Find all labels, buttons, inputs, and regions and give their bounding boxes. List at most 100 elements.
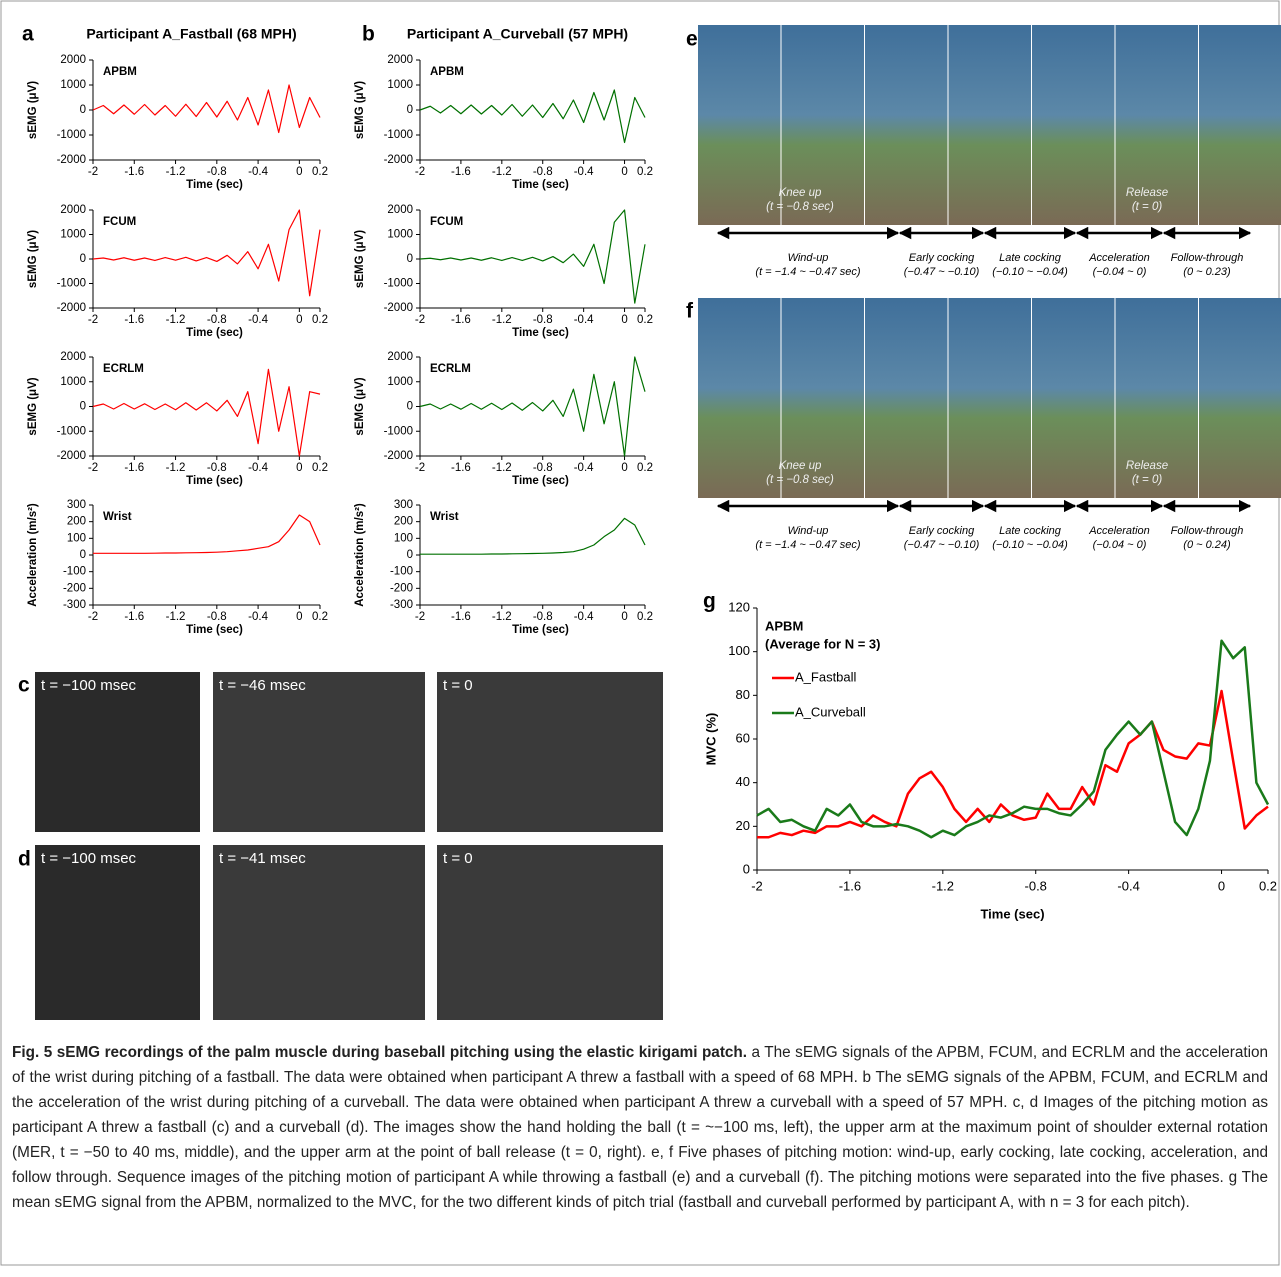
y-tick-label: -300 xyxy=(63,599,86,611)
x-tick-label: 0.2 xyxy=(312,166,328,178)
photo-label: t = −46 msec xyxy=(219,677,306,694)
y-tick-label: 40 xyxy=(736,774,750,789)
phase-range: (0 ~ 0.23) xyxy=(1183,266,1231,278)
x-tick-label: -0.8 xyxy=(533,314,553,326)
x-axis-label: Time (sec) xyxy=(186,327,243,339)
y-tick-label: 1000 xyxy=(387,376,413,388)
data-line xyxy=(93,369,320,456)
x-tick-label: 0 xyxy=(1218,878,1225,893)
y-tick-label: 20 xyxy=(736,818,750,833)
y-tick-label: 2000 xyxy=(387,204,413,216)
x-tick-label: -0.4 xyxy=(574,166,594,178)
sequence-frame xyxy=(1032,25,1115,225)
phase-range: (−0.04 ~ 0) xyxy=(1093,266,1147,278)
x-tick-label: 0.2 xyxy=(312,314,328,326)
y-axis-label: sEMG (μV) xyxy=(27,230,39,288)
x-tick-label: -0.8 xyxy=(207,611,227,623)
phase-range: (t = −1.4 ~ −0.47 sec) xyxy=(755,266,861,278)
x-tick-label: -1.6 xyxy=(839,878,861,893)
x-tick-label: 0 xyxy=(621,611,627,623)
y-tick-label: 0 xyxy=(80,549,86,561)
phase-name: Late cocking xyxy=(999,252,1062,264)
sequence-annotation: Release xyxy=(1126,460,1168,472)
phase-name: Wind-up xyxy=(788,252,829,264)
photo xyxy=(437,845,663,1020)
x-tick-label: -1.6 xyxy=(124,462,144,474)
panel-label: d xyxy=(18,848,31,871)
y-axis-label: sEMG (μV) xyxy=(27,377,39,435)
phase-name: Follow-through xyxy=(1171,525,1244,537)
x-tick-label: -0.4 xyxy=(248,166,268,178)
x-axis-label: Time (sec) xyxy=(512,327,569,339)
y-tick-label: 200 xyxy=(67,516,86,528)
phase-range: (−0.04 ~ 0) xyxy=(1093,539,1147,551)
y-tick-label: 1000 xyxy=(387,229,413,241)
sequence-annotation: (t = −0.8 sec) xyxy=(766,474,834,486)
data-line xyxy=(420,90,645,143)
y-tick-label: -2000 xyxy=(57,154,86,166)
y-tick-label: -1000 xyxy=(57,278,86,290)
caption-body: a The sEMG signals of the APBM, FCUM, an… xyxy=(12,1044,1268,1211)
sequence-annotation: Knee up xyxy=(779,187,822,199)
phase-name: Early cocking xyxy=(909,525,975,537)
x-tick-label: -1.2 xyxy=(932,878,954,893)
figure: abcdefg-2000-1000010002000-2-1.6-1.2-0.8… xyxy=(0,0,1281,1277)
sequence-annotation: (t = −0.8 sec) xyxy=(766,201,834,213)
x-tick-label: -0.8 xyxy=(207,462,227,474)
x-tick-label: -2 xyxy=(415,611,425,623)
chart-subtitle: (Average for N = 3) xyxy=(765,636,880,651)
y-tick-label: -300 xyxy=(390,599,413,611)
sequence-frame xyxy=(949,298,1032,498)
x-tick-label: 0.2 xyxy=(312,462,328,474)
y-tick-label: -1000 xyxy=(57,425,86,437)
x-tick-label: -0.4 xyxy=(574,462,594,474)
x-tick-label: -0.4 xyxy=(248,462,268,474)
panel-label: a xyxy=(22,23,34,46)
x-tick-label: -1.6 xyxy=(124,166,144,178)
photo xyxy=(35,672,200,832)
x-axis-label: Time (sec) xyxy=(186,624,243,636)
y-tick-label: -1000 xyxy=(384,129,413,141)
y-tick-label: 0 xyxy=(407,104,413,116)
sequence-frame xyxy=(698,298,781,498)
sequence-frame xyxy=(1032,298,1115,498)
phase-name: Follow-through xyxy=(1171,252,1244,264)
x-tick-label: -2 xyxy=(88,314,98,326)
x-tick-label: -1.2 xyxy=(492,611,512,623)
panel-label: b xyxy=(362,23,375,46)
x-tick-label: -1.2 xyxy=(492,314,512,326)
y-axis-label: sEMG (μV) xyxy=(354,377,366,435)
data-line xyxy=(420,518,645,554)
y-tick-label: 80 xyxy=(736,687,750,702)
x-tick-label: -0.8 xyxy=(533,462,553,474)
chart-annotation: ECRLM xyxy=(103,363,144,375)
x-axis-label: Time (sec) xyxy=(186,179,243,191)
x-tick-label: 0.2 xyxy=(312,611,328,623)
sequence-annotation: (t = 0) xyxy=(1132,474,1163,486)
photo-label: t = −41 msec xyxy=(219,850,306,867)
phase-range: (−0.47 ~ −0.10) xyxy=(904,539,980,551)
y-tick-label: 200 xyxy=(394,516,413,528)
y-tick-label: 0 xyxy=(407,549,413,561)
x-tick-label: -0.8 xyxy=(207,314,227,326)
photo-label: t = 0 xyxy=(443,677,473,694)
y-tick-label: 0 xyxy=(80,401,86,413)
x-tick-label: 0.2 xyxy=(637,611,653,623)
x-tick-label: -1.2 xyxy=(166,611,186,623)
y-tick-label: 2000 xyxy=(387,54,413,66)
photo xyxy=(437,672,663,832)
y-tick-label: -200 xyxy=(63,582,86,594)
x-tick-label: -1.6 xyxy=(451,462,471,474)
y-tick-label: 1000 xyxy=(60,229,86,241)
y-tick-label: -2000 xyxy=(57,302,86,314)
chart-annotation: APBM xyxy=(103,66,137,78)
x-tick-label: 0 xyxy=(621,462,627,474)
x-tick-label: -0.8 xyxy=(533,166,553,178)
x-tick-label: 0 xyxy=(621,166,627,178)
x-tick-label: -0.4 xyxy=(248,611,268,623)
y-tick-label: -2000 xyxy=(384,450,413,462)
y-tick-label: 0 xyxy=(407,253,413,265)
x-tick-label: -0.4 xyxy=(574,611,594,623)
y-tick-label: 2000 xyxy=(60,54,86,66)
y-tick-label: -100 xyxy=(390,566,413,578)
